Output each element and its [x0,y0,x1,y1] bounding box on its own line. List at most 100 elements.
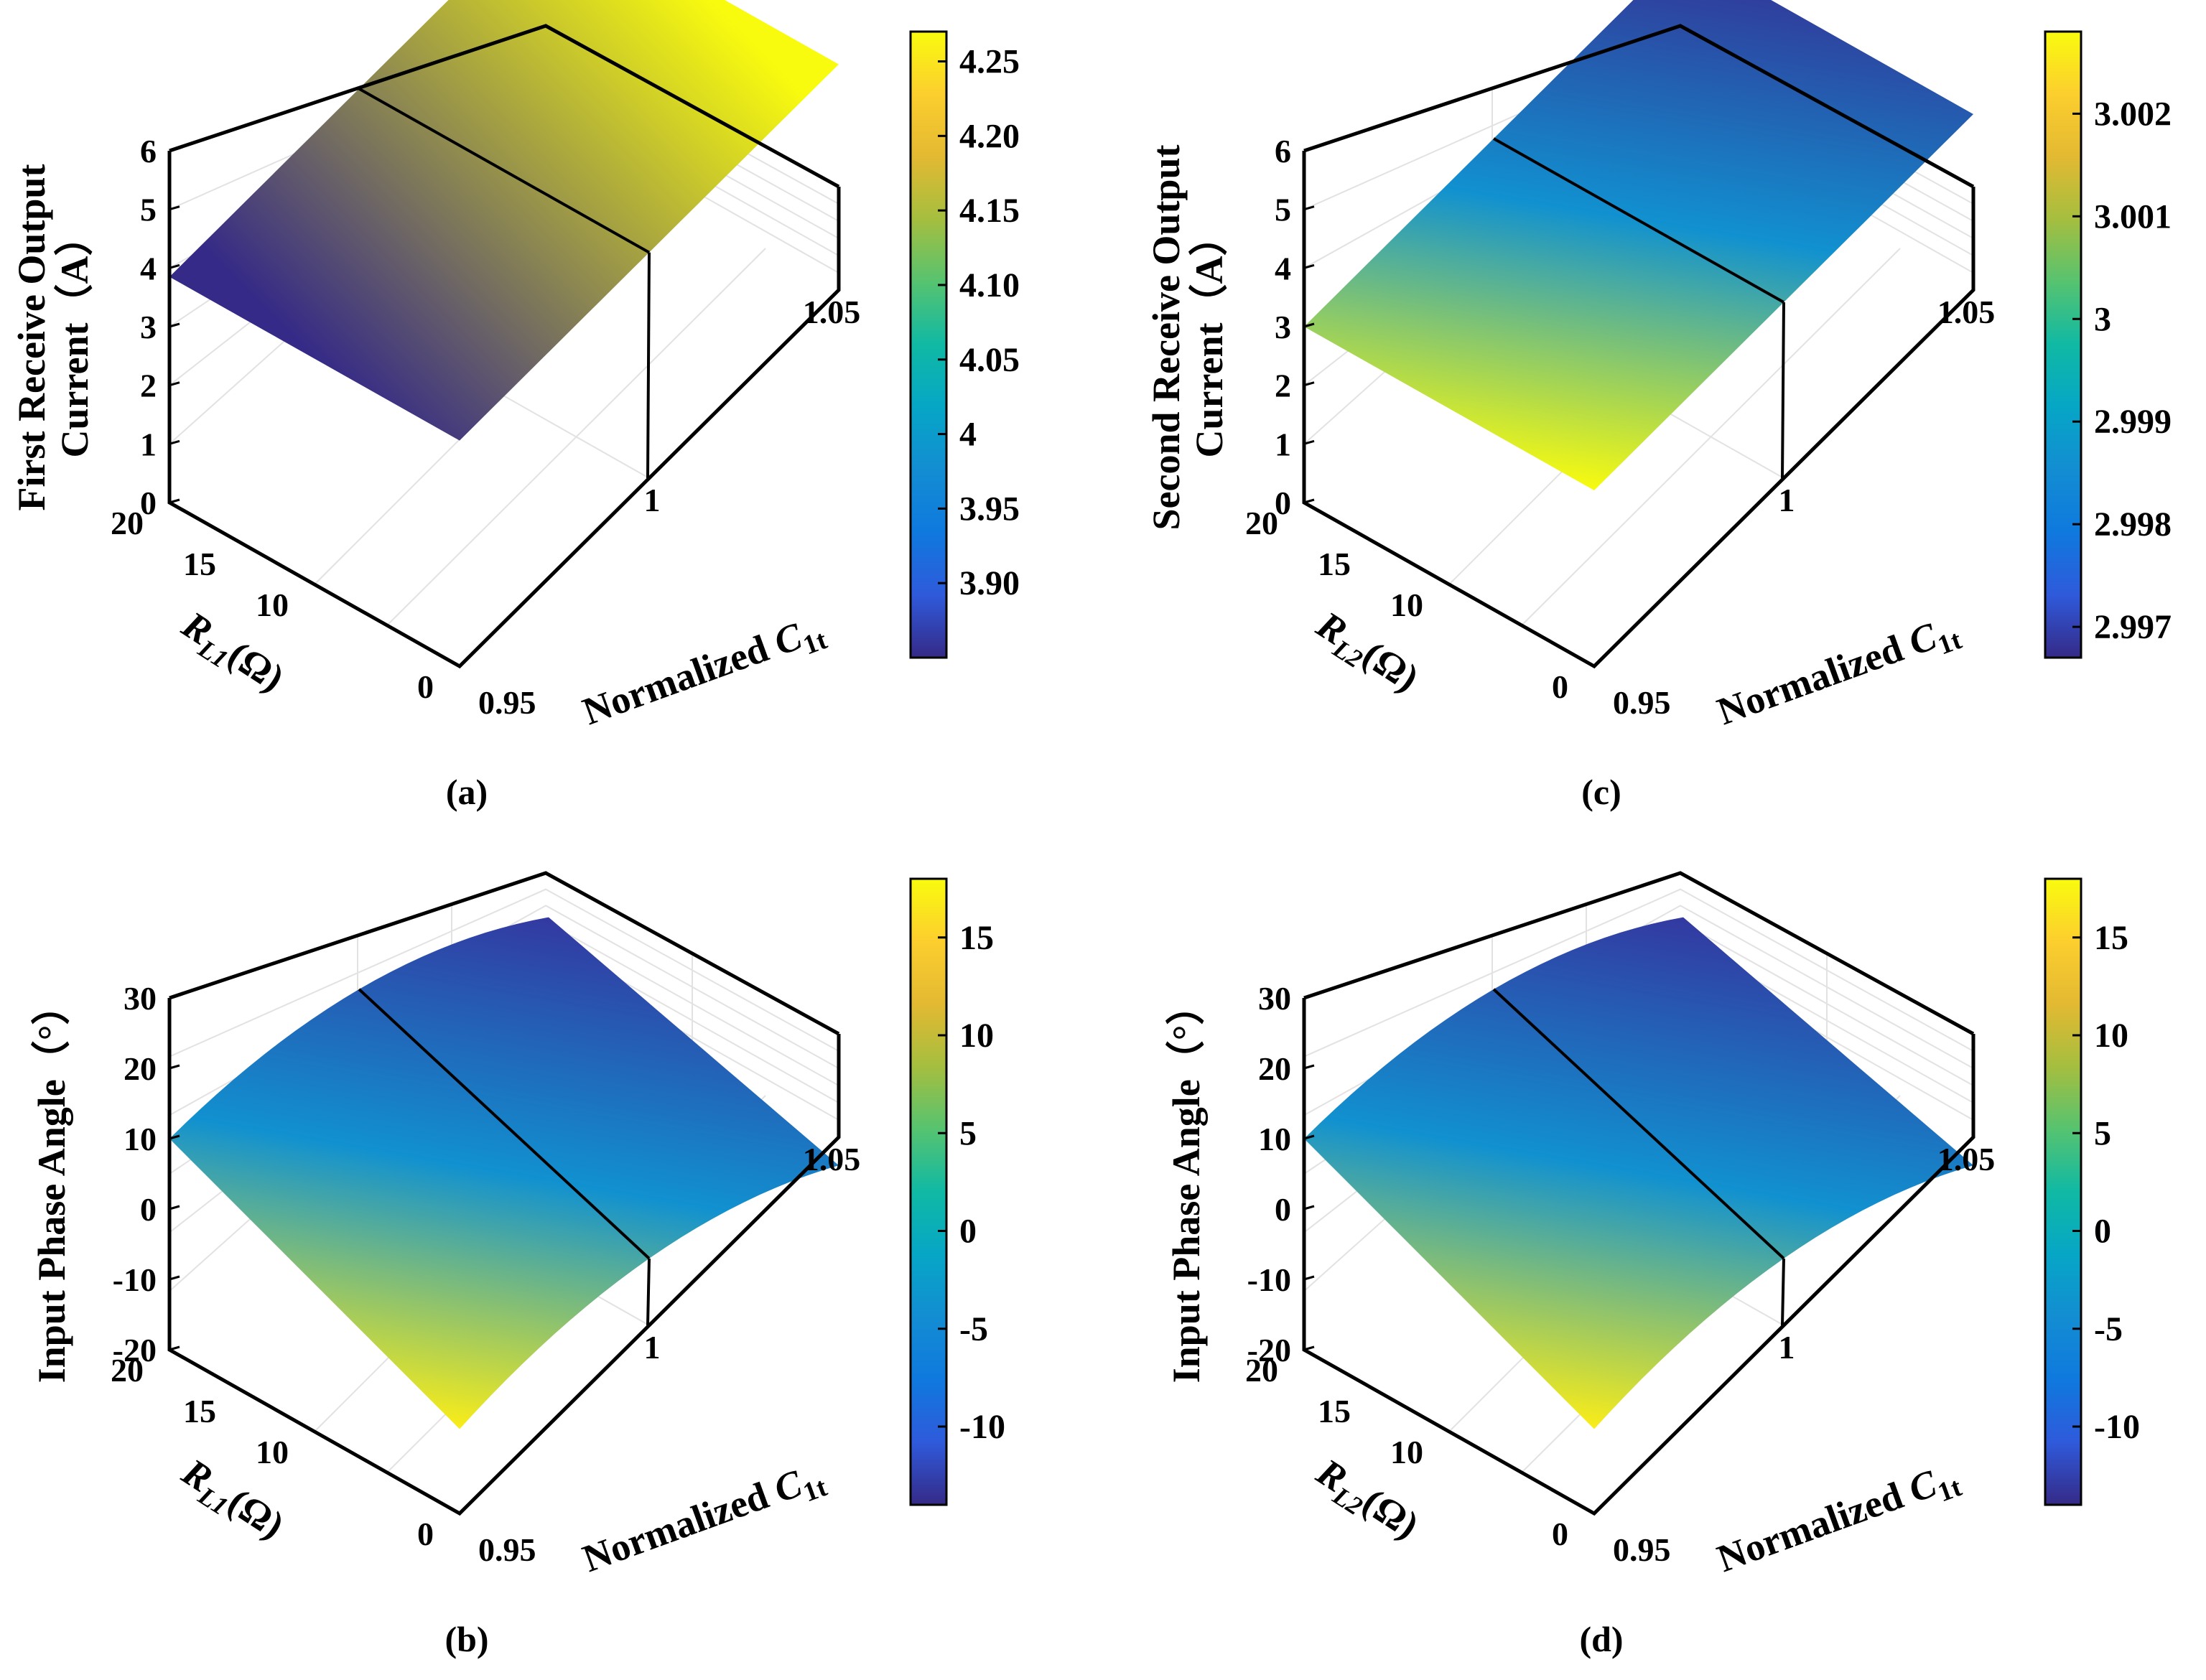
colorbar-tick-label: 4.05 [959,341,1020,379]
colorbar-tick-label: 15 [959,919,994,957]
z-axis-label: Input Phase Angle（°） [1165,986,1208,1383]
colorbar-tick-label: 5 [2094,1114,2111,1152]
surface [1304,917,1973,1429]
x-tick-label: 20 [111,1352,144,1389]
z-tick-label: 2 [140,368,157,404]
y-tick-label: 0.95 [478,684,536,721]
y-tick-label: 0.95 [1613,1531,1671,1568]
z-tick [169,381,180,387]
axes-box [167,871,841,1516]
z-tick-label: 6 [1275,133,1291,169]
z-tick [1303,205,1315,211]
z-axis-label: Input Phase Angle（°） [30,986,73,1383]
x-tick-label: 15 [1318,1393,1351,1429]
y-axis-label: Normalized C1t [1712,607,1966,739]
z-tick-label: 2 [1275,368,1291,404]
colorbar-tick-label: 0 [2094,1213,2111,1251]
z-tick-label: 5 [1275,192,1291,228]
colorbar-tick-label: -10 [959,1408,1005,1446]
z-tick-label: -20 [1247,1332,1291,1368]
z-tick [169,263,180,269]
highlight-line-c1t [1492,988,1785,1260]
panel-label: (b) [445,1619,488,1659]
axes-front [1302,998,1975,1516]
x-unit: (Ω) [220,1480,292,1546]
grid-line [169,888,839,1058]
colorbar-tick-label: 10 [2094,1017,2128,1055]
colorbar [2044,877,2082,1506]
z-tick [1303,322,1315,328]
z-tick [169,1064,180,1070]
z-axis-label: Second Receive Output [1145,144,1188,530]
colorbar-tick-label: 3.001 [2094,197,2172,235]
y-prefix: Normalized [577,623,783,733]
surface [169,917,839,1429]
x-tick-label: 10 [256,1434,289,1470]
z-tick [1303,381,1315,387]
axes-box [1302,871,1975,1516]
x-unit: (Ω) [1355,1480,1426,1546]
colorbar-tick-label: 3.90 [959,564,1020,602]
z-tick [169,1345,180,1351]
z-tick-label: 3 [1275,309,1291,345]
y-prefix: Normalized [577,1470,783,1580]
colorbar-tick-label: 2.998 [2094,505,2172,543]
y-tick-label: 1.05 [1937,1141,1996,1177]
colorbar-tick-label: 5 [959,1114,977,1152]
z-tick [1303,439,1315,445]
z-tick [169,498,180,504]
colorbar-tick-label: 2.999 [2094,403,2172,441]
z-tick-label: 10 [124,1121,157,1157]
y-tick-label: 1 [644,482,661,518]
colorbar-tick-label: 10 [959,1017,994,1055]
z-tick [1303,498,1315,504]
x-tick-label: 10 [1390,1434,1423,1470]
x-tick-label: 15 [183,1393,216,1429]
y-prefix: Normalized [1712,623,1918,733]
x-tick-label: 0 [417,668,434,705]
colorbar-tick-label: 4.15 [959,192,1020,230]
z-tick [1303,1064,1315,1070]
z-tick-label: 0 [1275,485,1291,521]
y-tick-label: 1 [644,1329,661,1366]
z-tick-label: 10 [1258,1121,1291,1157]
colorbar [2044,30,2082,659]
z-axis-label: Current（A） [53,218,96,458]
z-tick-label: 0 [1275,1191,1291,1228]
z-tick-label: -10 [1247,1261,1291,1298]
highlight-drop-line [1781,302,1785,479]
z-tick [1303,263,1315,269]
z-tick-label: -10 [113,1261,157,1298]
z-tick [169,322,180,328]
colorbar-tick-label: 4.10 [959,266,1020,304]
z-tick-label: 1 [1275,426,1291,462]
z-tick-label: 30 [124,980,157,1017]
z-tick-label: -20 [113,1332,157,1368]
z-tick-label: 0 [140,1191,157,1228]
axes-front [167,998,841,1516]
z-tick [1303,1205,1315,1210]
z-tick-label: 30 [1258,980,1291,1017]
axes-top [1303,871,1975,1036]
y-prefix: Normalized [1712,1470,1918,1580]
colorbar-tick-label: 3 [2094,300,2111,338]
z-axis-label: First Receive Output [10,164,53,511]
x-tick-label: 0 [417,1516,434,1552]
x-tick-label: 15 [1318,546,1351,582]
z-tick [169,439,180,445]
highlight-drop-line [646,1258,651,1326]
z-tick-label: 4 [1275,250,1291,286]
x-tick-label: 20 [1245,505,1278,541]
z-tick-label: 3 [140,309,157,345]
z-tick [1303,1345,1315,1351]
panel-label: (d) [1579,1619,1623,1659]
panel-label: (c) [1581,772,1621,812]
surface [169,0,839,441]
highlight-drop-line [646,252,651,479]
z-tick [169,146,180,152]
